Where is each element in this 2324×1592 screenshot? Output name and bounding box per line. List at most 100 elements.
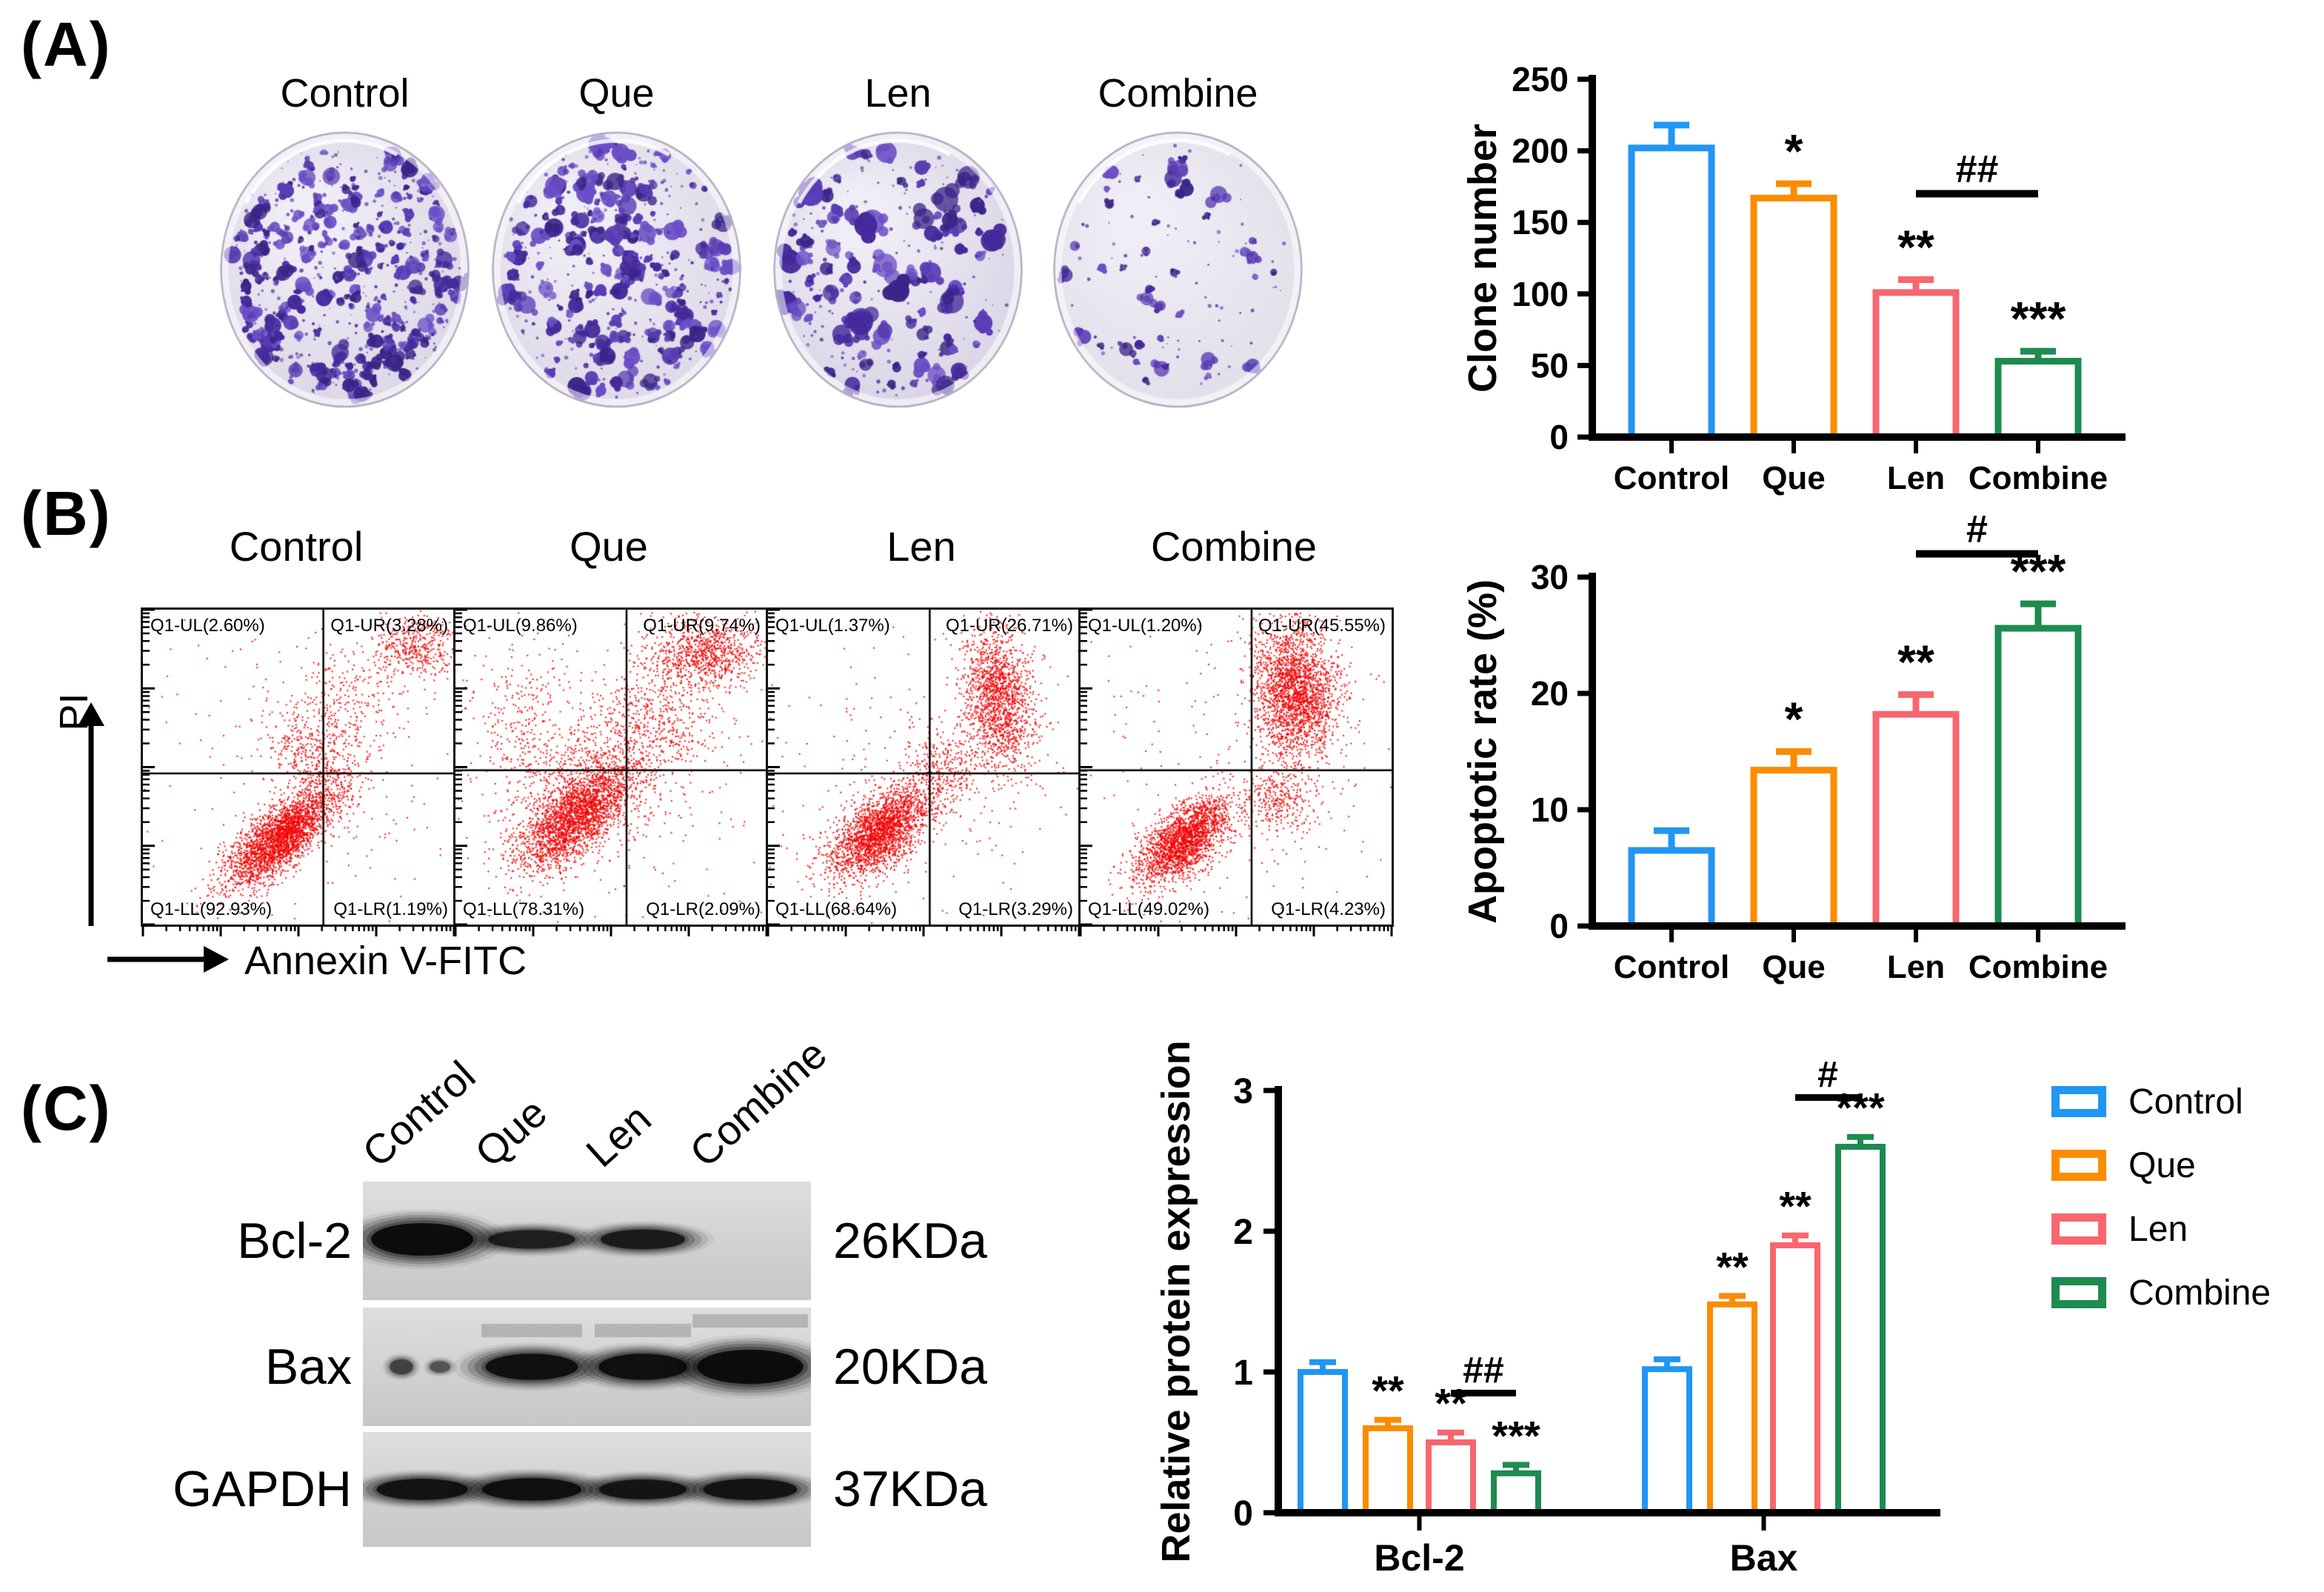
quadrant-label-ul: Q1-UL(1.20%)	[1088, 616, 1203, 636]
flow-axis-arrows	[78, 702, 229, 973]
panel-a-label: (A)	[21, 10, 112, 79]
colony-dish-len	[770, 130, 1026, 410]
svg-text:**: **	[1897, 636, 1934, 689]
legend-item-len: Len	[2051, 1205, 2271, 1253]
svg-text:**: **	[1435, 1380, 1467, 1427]
svg-text:Combine: Combine	[1969, 949, 2108, 985]
chart-legend: Control Que Len Combine	[2051, 1078, 2271, 1316]
flow-header-que: Que	[570, 523, 648, 570]
dish-label-combine: Combine	[1098, 71, 1258, 116]
svg-text:Que: Que	[1762, 949, 1826, 985]
svg-text:#: #	[1966, 508, 1988, 551]
quadrant-label-ul: Q1-UL(9.86%)	[463, 616, 578, 636]
flow-header-len: Len	[886, 523, 956, 570]
svg-text:Control: Control	[1614, 460, 1729, 496]
colony-dish-control	[217, 130, 473, 410]
quadrant-label-lr: Q1-LR(2.09%)	[646, 899, 761, 919]
flow-scatter-que	[455, 610, 767, 925]
svg-text:250: 250	[1512, 60, 1569, 99]
flow-scatter-len	[768, 610, 1079, 925]
legend-label: Combine	[2128, 1273, 2271, 1313]
flow-ticks	[1079, 608, 1393, 936]
blot-lane-label-len: Len	[577, 1094, 660, 1176]
svg-text:***: ***	[2011, 544, 2066, 598]
svg-text:**: **	[1716, 1243, 1749, 1290]
blot-image-gapdh	[363, 1432, 811, 1547]
blot-size-gapdh: 37KDa	[833, 1461, 987, 1517]
svg-text:##: ##	[1463, 1350, 1504, 1391]
quadrant-label-ur: Q1-UR(9.74%)	[643, 616, 761, 636]
quadrant-label-ll: Q1-LL(49.02%)	[1088, 899, 1210, 919]
svg-text:Apoptotic rate (%): Apoptotic rate (%)	[1460, 579, 1505, 924]
dish-label-len: Len	[864, 71, 932, 116]
blot-lane-label-que: Que	[466, 1088, 555, 1176]
svg-text:Len: Len	[1887, 949, 1945, 985]
legend-swatch-len	[2051, 1213, 2106, 1245]
svg-text:***: ***	[1492, 1412, 1540, 1459]
flow-header-combine: Combine	[1150, 523, 1318, 570]
flow-scatter-control	[143, 610, 454, 925]
svg-text:Len: Len	[1887, 460, 1945, 496]
svg-text:Que: Que	[1762, 460, 1826, 496]
svg-text:30: 30	[1531, 558, 1569, 596]
blot-image-bcl2	[363, 1182, 811, 1300]
blot-protein-gapdh: GAPDH	[173, 1461, 352, 1517]
blot-protein-bcl2: Bcl-2	[237, 1213, 352, 1269]
blot-size-bax: 20KDa	[833, 1339, 987, 1395]
svg-text:***: ***	[2011, 292, 2066, 345]
svg-text:**: **	[1897, 220, 1934, 273]
panel-b-label: (B)	[21, 479, 112, 548]
quadrant-label-ll: Q1-LL(78.31%)	[463, 899, 585, 919]
quadrant-label-ur: Q1-UR(26.71%)	[945, 616, 1073, 636]
panel-c-label: (C)	[21, 1073, 112, 1143]
dish-label-control: Control	[280, 71, 410, 116]
flow-plot-que: Q1-UL(9.86%) Q1-UR(9.74%) Q1-LL(78.31%) …	[453, 607, 769, 936]
legend-label: Control	[2128, 1082, 2243, 1122]
flow-ticks	[767, 608, 1081, 936]
svg-text:0: 0	[1549, 907, 1569, 945]
svg-text:*: *	[1785, 693, 1803, 746]
svg-text:#: #	[1817, 1054, 1838, 1096]
legend-label: Len	[2128, 1209, 2188, 1249]
svg-text:**: **	[1779, 1183, 1812, 1230]
svg-text:100: 100	[1512, 275, 1569, 313]
flow-scatter-combine	[1081, 610, 1392, 925]
legend-label: Que	[2128, 1145, 2196, 1185]
svg-text:Control: Control	[1614, 949, 1729, 985]
svg-text:0: 0	[1233, 1494, 1253, 1533]
clone-number-chart: ## Control * Que ** Len *** Combine 0 50 100 150 200…	[1460, 60, 2126, 496]
svg-text:##: ##	[1956, 148, 1999, 191]
up-arrow-icon	[78, 702, 104, 726]
quadrant-label-lr: Q1-LR(1.19%)	[333, 899, 448, 919]
flow-plot-combine: Q1-UL(1.20%) Q1-UR(45.55%) Q1-LL(49.02%)…	[1078, 607, 1394, 936]
blot-image-bax	[363, 1308, 811, 1426]
svg-text:Clone number: Clone number	[1460, 124, 1505, 393]
svg-text:Bcl-2: Bcl-2	[1374, 1537, 1464, 1579]
legend-item-combine: Combine	[2051, 1269, 2271, 1316]
blot-size-bcl2: 26KDa	[833, 1213, 987, 1269]
svg-text:200: 200	[1512, 132, 1569, 170]
right-arrow-icon	[204, 946, 229, 973]
quadrant-label-ll: Q1-LL(92.93%)	[150, 899, 273, 919]
colony-dish-que	[489, 130, 744, 410]
blot-lane-label-combine: Combine	[681, 1030, 835, 1176]
flow-ticks	[454, 608, 768, 936]
blot-lane-label-control: Control	[353, 1051, 484, 1176]
blot-protein-bax: Bax	[264, 1339, 352, 1395]
legend-swatch-que	[2051, 1150, 2106, 1181]
svg-text:**: **	[1372, 1368, 1404, 1414]
colony-dish-combine	[1050, 130, 1306, 410]
svg-text:10: 10	[1531, 790, 1569, 829]
legend-swatch-control	[2051, 1086, 2106, 1117]
quadrant-label-ur: Q1-UR(3.28%)	[330, 616, 448, 636]
svg-text:150: 150	[1512, 203, 1569, 242]
quadrant-label-ul: Q1-UL(1.37%)	[775, 616, 890, 636]
flow-plot-control: Q1-UL(2.60%) Q1-UR(3.28%) Q1-LL(92.93%) …	[141, 607, 456, 936]
apoptotic-rate-chart: # Control * Que ** Len *** Combine 0 10 20 30 Apopto…	[1460, 508, 2126, 985]
svg-text:2: 2	[1233, 1213, 1253, 1252]
flow-x-axis-label: Annexin V-FITC	[244, 939, 527, 983]
quadrant-label-ul: Q1-UL(2.60%)	[150, 616, 265, 636]
svg-text:Relative protein expression: Relative protein expression	[1154, 1040, 1198, 1562]
svg-text:1: 1	[1233, 1353, 1253, 1393]
